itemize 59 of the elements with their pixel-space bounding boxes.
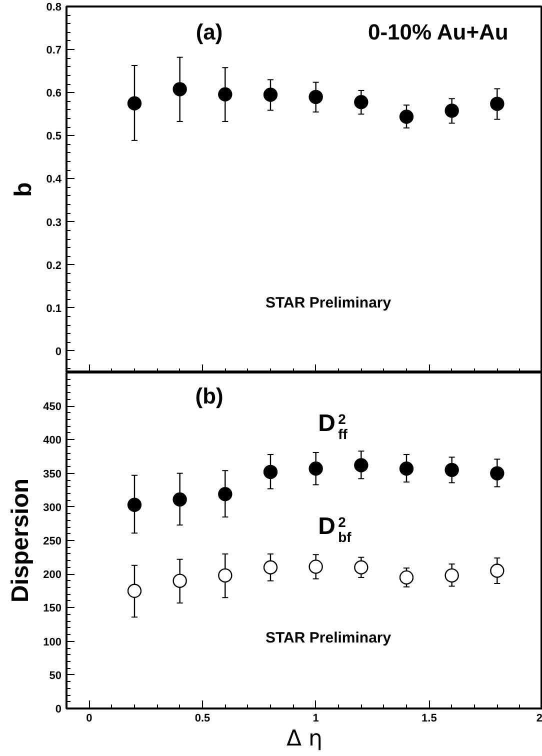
point: [444, 568, 459, 583]
x-tick-label: 1: [312, 712, 319, 724]
annotation: (b): [195, 384, 224, 409]
point: [490, 466, 504, 480]
point: [172, 574, 187, 588]
y-tick-label: 0.8: [46, 2, 62, 14]
point: [308, 90, 323, 104]
annotation: 0-10% Au+Au: [368, 20, 508, 45]
point: [399, 462, 414, 476]
y-tick-label: 0.2: [46, 260, 62, 272]
y-tick-label: 150: [43, 602, 62, 615]
point: [218, 568, 232, 583]
annotation: (a): [196, 20, 223, 45]
y-tick-label: 50: [49, 670, 62, 682]
x-tick-label: 2: [536, 712, 542, 724]
point: [490, 96, 504, 111]
point: [218, 87, 232, 102]
y-tick-label: 0.7: [46, 44, 62, 57]
point: [127, 498, 142, 512]
x-tick-label: 0: [86, 712, 92, 724]
point: [263, 88, 278, 102]
x-axis-title: Δ η: [286, 726, 323, 752]
y-tick-label: 0.4: [46, 174, 62, 186]
point: [444, 104, 459, 118]
y-tick-label: 0.5: [46, 130, 62, 143]
point: [308, 462, 323, 476]
y-tick-label: 0: [55, 704, 62, 716]
x-tick-label: 1.5: [422, 712, 437, 724]
point: [444, 462, 459, 478]
point: [172, 492, 187, 507]
annotation: STAR Preliminary: [266, 294, 392, 312]
y-tick-label: 250: [43, 536, 62, 548]
y-tick-label: 0.3: [46, 216, 62, 229]
point: [263, 464, 278, 480]
y-tick-label: 400: [43, 434, 62, 447]
y-tick-label: 100: [43, 636, 62, 648]
point: [399, 110, 414, 124]
point: [127, 96, 142, 110]
y-axis-title: Dispersion: [7, 478, 34, 603]
point: [172, 82, 187, 96]
y-axis-title: b: [10, 182, 38, 197]
x-tick-label: 0.5: [194, 712, 210, 724]
point: [354, 458, 368, 472]
point: [218, 487, 232, 502]
y-tick-label: 0.6: [46, 88, 62, 100]
point: [354, 560, 368, 574]
y-tick-label: 300: [43, 502, 62, 514]
point: [399, 570, 414, 585]
y-tick-label: 350: [43, 468, 62, 480]
point: [490, 564, 504, 578]
y-tick-label: 0: [55, 346, 62, 358]
point: [308, 560, 323, 574]
point: [354, 95, 368, 110]
y-tick-label: 0.1: [46, 302, 62, 315]
annotation: STAR Preliminary: [266, 629, 392, 646]
y-tick-label: 200: [43, 569, 62, 582]
y-tick-label: 450: [43, 401, 62, 414]
point: [127, 584, 142, 598]
point: [263, 560, 278, 574]
